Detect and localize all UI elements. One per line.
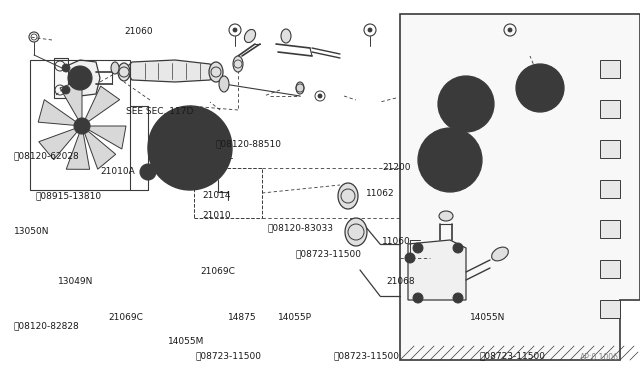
Polygon shape xyxy=(54,58,68,98)
Circle shape xyxy=(418,128,482,192)
Circle shape xyxy=(174,132,206,164)
Bar xyxy=(194,168,262,218)
Ellipse shape xyxy=(345,218,367,246)
Circle shape xyxy=(140,164,156,180)
Ellipse shape xyxy=(296,82,304,94)
Ellipse shape xyxy=(338,183,358,209)
Circle shape xyxy=(233,28,237,32)
Circle shape xyxy=(62,86,70,94)
Text: Ⓒ08723-11500: Ⓒ08723-11500 xyxy=(196,352,262,360)
Bar xyxy=(600,300,620,318)
Ellipse shape xyxy=(233,56,243,72)
Text: 21014: 21014 xyxy=(202,192,230,201)
Bar xyxy=(600,140,620,158)
Text: 14055M: 14055M xyxy=(168,337,204,346)
Circle shape xyxy=(413,293,423,303)
Text: Ⓑ08120-88510: Ⓑ08120-88510 xyxy=(216,140,282,148)
Ellipse shape xyxy=(111,62,119,74)
Text: 21010A: 21010A xyxy=(100,167,135,176)
Text: 11060: 11060 xyxy=(382,237,411,247)
Polygon shape xyxy=(38,100,77,125)
Circle shape xyxy=(413,243,423,253)
Bar xyxy=(600,180,620,198)
Text: Ⓒ08723-11500: Ⓒ08723-11500 xyxy=(334,352,400,360)
Text: 14875: 14875 xyxy=(228,314,257,323)
Ellipse shape xyxy=(281,29,291,43)
Ellipse shape xyxy=(439,211,453,221)
Circle shape xyxy=(516,64,564,112)
Ellipse shape xyxy=(492,247,508,261)
Text: 21069C: 21069C xyxy=(200,267,235,276)
Bar xyxy=(600,220,620,238)
Circle shape xyxy=(74,118,90,134)
Text: 21069C: 21069C xyxy=(108,314,143,323)
Polygon shape xyxy=(87,126,126,149)
Circle shape xyxy=(68,66,92,90)
Text: Ⓦ08915-13810: Ⓦ08915-13810 xyxy=(36,192,102,201)
Text: 21068: 21068 xyxy=(386,278,415,286)
Text: 21200: 21200 xyxy=(382,164,410,173)
Ellipse shape xyxy=(209,62,223,82)
Text: Ⓑ08120-83033: Ⓑ08120-83033 xyxy=(268,224,334,232)
Polygon shape xyxy=(67,132,90,169)
Text: 14055P: 14055P xyxy=(278,314,312,323)
Circle shape xyxy=(508,28,512,32)
Text: 14055N: 14055N xyxy=(470,314,506,323)
Circle shape xyxy=(62,64,70,72)
Text: Ⓒ08723-11500: Ⓒ08723-11500 xyxy=(296,250,362,259)
Polygon shape xyxy=(400,14,640,360)
Circle shape xyxy=(182,140,198,156)
Circle shape xyxy=(432,142,468,178)
Bar xyxy=(600,260,620,278)
Ellipse shape xyxy=(118,63,130,81)
Polygon shape xyxy=(84,130,116,169)
Text: 21010: 21010 xyxy=(202,212,230,221)
Text: SEE SEC. 117D: SEE SEC. 117D xyxy=(126,108,193,116)
Text: 13049N: 13049N xyxy=(58,278,93,286)
Circle shape xyxy=(528,76,552,100)
Polygon shape xyxy=(58,60,100,96)
Ellipse shape xyxy=(244,29,255,42)
Circle shape xyxy=(148,106,232,190)
Text: AP:0.1006:: AP:0.1006: xyxy=(580,353,621,362)
Bar xyxy=(600,60,620,78)
Circle shape xyxy=(438,76,494,132)
Text: 21060: 21060 xyxy=(124,28,152,36)
Circle shape xyxy=(452,90,480,118)
Ellipse shape xyxy=(219,76,229,92)
Circle shape xyxy=(162,120,218,176)
Circle shape xyxy=(453,293,463,303)
Text: 11062: 11062 xyxy=(366,189,395,199)
Circle shape xyxy=(453,243,463,253)
Text: Ⓑ08120-62028: Ⓑ08120-62028 xyxy=(14,151,80,160)
Polygon shape xyxy=(84,86,120,122)
Polygon shape xyxy=(128,60,214,82)
Circle shape xyxy=(368,28,372,32)
Circle shape xyxy=(318,94,322,98)
Text: Ⓑ08120-82828: Ⓑ08120-82828 xyxy=(14,321,80,330)
Bar xyxy=(30,60,130,190)
Polygon shape xyxy=(408,240,466,300)
Polygon shape xyxy=(60,80,82,121)
Polygon shape xyxy=(39,128,78,160)
Text: 13050N: 13050N xyxy=(14,228,49,237)
Bar xyxy=(600,100,620,118)
Circle shape xyxy=(405,253,415,263)
Text: Ⓒ08723-11500: Ⓒ08723-11500 xyxy=(480,352,546,360)
